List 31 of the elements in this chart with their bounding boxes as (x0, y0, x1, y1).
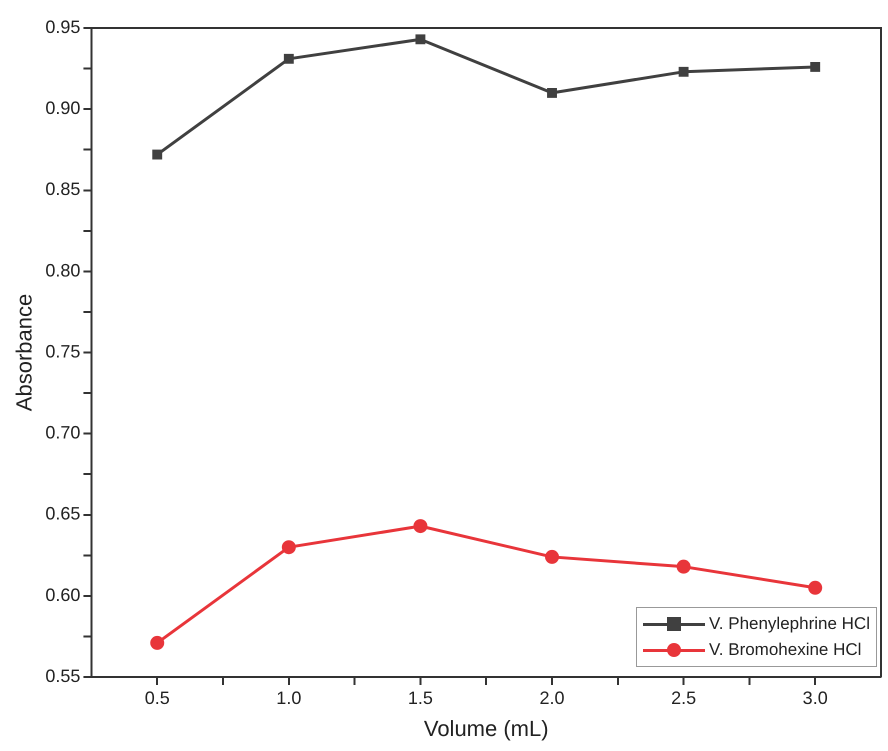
point (678, 66, 689, 77)
y-tick-label: 0.55 (45, 666, 80, 686)
y-tick-label: 0.75 (45, 341, 80, 362)
point (284, 54, 294, 64)
point (415, 34, 426, 44)
y-axis-title: Absorbance (11, 294, 36, 412)
y-tick-label: 0.85 (45, 179, 80, 200)
x-tick-label: 1.0 (276, 688, 302, 708)
point (676, 560, 691, 574)
point (282, 540, 296, 554)
x-tick-label: 0.5 (144, 688, 170, 708)
point (150, 636, 164, 650)
y-tick-label: 0.80 (45, 260, 80, 280)
x-tick-label: 1.5 (408, 688, 433, 708)
point (547, 88, 557, 98)
x-axis-title: Volume (mL) (424, 716, 549, 741)
y-tick-label: 0.90 (45, 98, 80, 118)
point (808, 580, 822, 595)
point (413, 519, 428, 534)
legend-label: V. Phenylephrine HCl (709, 614, 870, 634)
x-tick-label: 2.5 (671, 688, 696, 708)
y-tick-label: 0.70 (45, 422, 80, 443)
point (152, 150, 162, 160)
point (810, 62, 820, 72)
y-tick-label: 0.60 (45, 584, 80, 605)
x-tick-label: 3.0 (802, 688, 828, 708)
point (545, 550, 560, 564)
y-tick-label: 0.65 (45, 504, 80, 524)
legend-label: V. Bromohexine HCl (709, 640, 862, 660)
x-tick-label: 2.0 (540, 688, 565, 708)
y-tick-label: 0.95 (45, 16, 80, 37)
